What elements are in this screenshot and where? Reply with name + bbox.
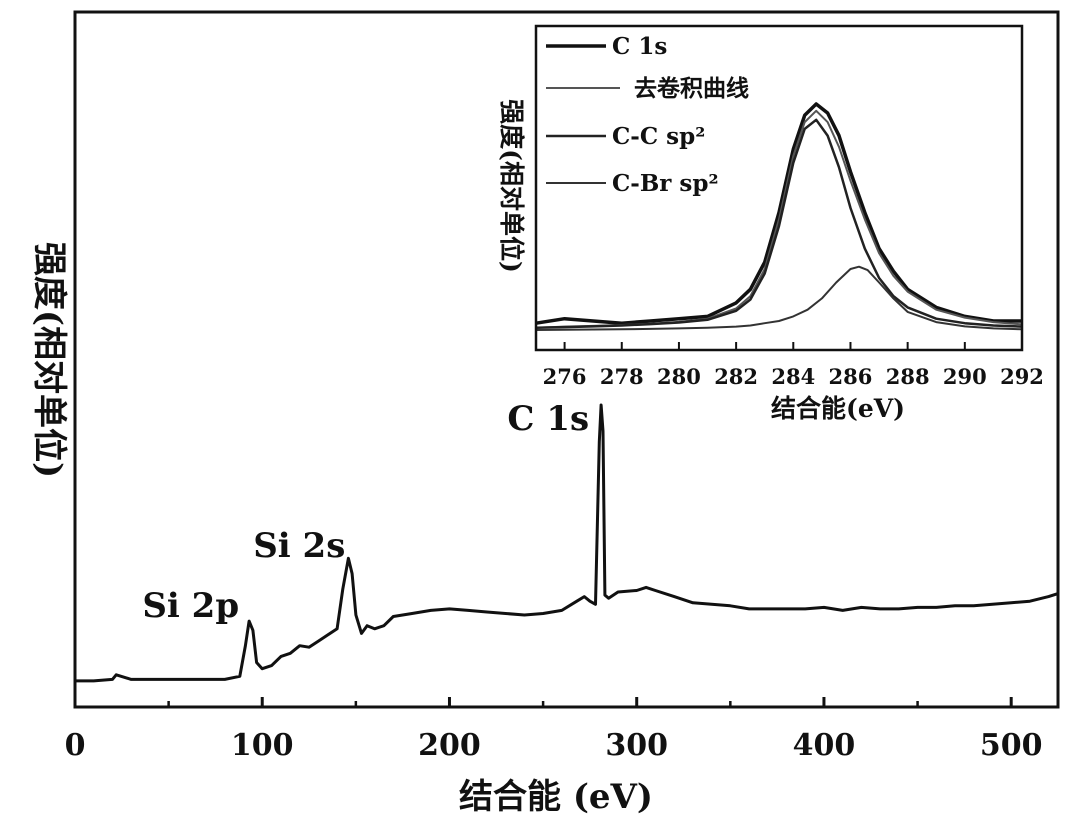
legend-label-cc-sp2: C-C sp² — [612, 123, 705, 150]
inset-cc-sp2-line — [535, 118, 1023, 329]
peak-label: Si 2p — [142, 586, 239, 626]
inset-x-tick-label: 286 — [829, 364, 873, 389]
main-plot-frame — [73, 10, 1060, 709]
inset-legend: C 1s 去卷积曲线 C-C sp² C-Br sp² — [546, 33, 749, 197]
inset-background — [536, 26, 1022, 350]
peak-label: C 1s — [507, 399, 589, 439]
main-x-tick-label: 300 — [605, 728, 668, 763]
inset-series-lines — [535, 102, 1023, 331]
inset-x-tick-label: 276 — [543, 364, 587, 389]
inset-x-axis-title: 结合能(eV) — [771, 394, 905, 423]
main-x-tick-label: 100 — [231, 728, 294, 763]
inset-cbr-sp2-line — [535, 265, 1023, 331]
inset-c1s-line — [535, 102, 1022, 325]
main-x-tick-label: 0 — [65, 728, 86, 763]
legend-item-c1s: C 1s — [546, 33, 667, 60]
peak-annotations: Si 2p Si 2s C 1s — [142, 399, 589, 626]
inset-x-tick-label: 288 — [886, 364, 930, 389]
inset-x-tick-label: 292 — [1000, 364, 1044, 389]
legend-item-cbr-sp2: C-Br sp² — [546, 170, 719, 197]
inset-x-tick-label: 282 — [714, 364, 758, 389]
main-x-tick-label: 500 — [980, 728, 1043, 763]
survey-spectrum-line — [75, 403, 1059, 683]
inset-x-tick-label: 290 — [943, 364, 987, 389]
main-x-axis-title: 结合能 (eV) — [459, 777, 653, 817]
inset-y-axis-title: 强度(相对单位) — [497, 99, 526, 273]
legend-item-cc-sp2: C-C sp² — [546, 123, 705, 150]
legend-label-cbr-sp2: C-Br sp² — [612, 170, 719, 197]
legend-item-deconvolution: 去卷积曲线 — [546, 75, 749, 102]
main-chart: 0 100 200 300 400 500 Si 2p Si 2s C 1s 结合能 (eV)… — [29, 10, 1060, 817]
main-y-axis-title: 强度(相对单位) — [29, 242, 69, 478]
main-x-axis: 0 100 200 300 400 500 — [65, 697, 1043, 763]
legend-label-c1s: C 1s — [612, 33, 667, 60]
inset-x-tick-label: 278 — [600, 364, 644, 389]
peak-label: Si 2s — [253, 526, 345, 566]
inset-chart: 276 278 280 282 284 286 288 290 292 C 1s 去卷积曲线 C… — [497, 24, 1044, 423]
inset-plot-frame — [534, 24, 1024, 352]
main-x-tick-label: 400 — [793, 728, 856, 763]
legend-label-deconvolution: 去卷积曲线 — [634, 75, 749, 102]
inset-x-tick-label: 284 — [771, 364, 815, 389]
inset-x-axis: 276 278 280 282 284 286 288 290 292 — [543, 342, 1044, 389]
main-x-tick-label: 200 — [418, 728, 481, 763]
inset-x-tick-label: 280 — [657, 364, 701, 389]
